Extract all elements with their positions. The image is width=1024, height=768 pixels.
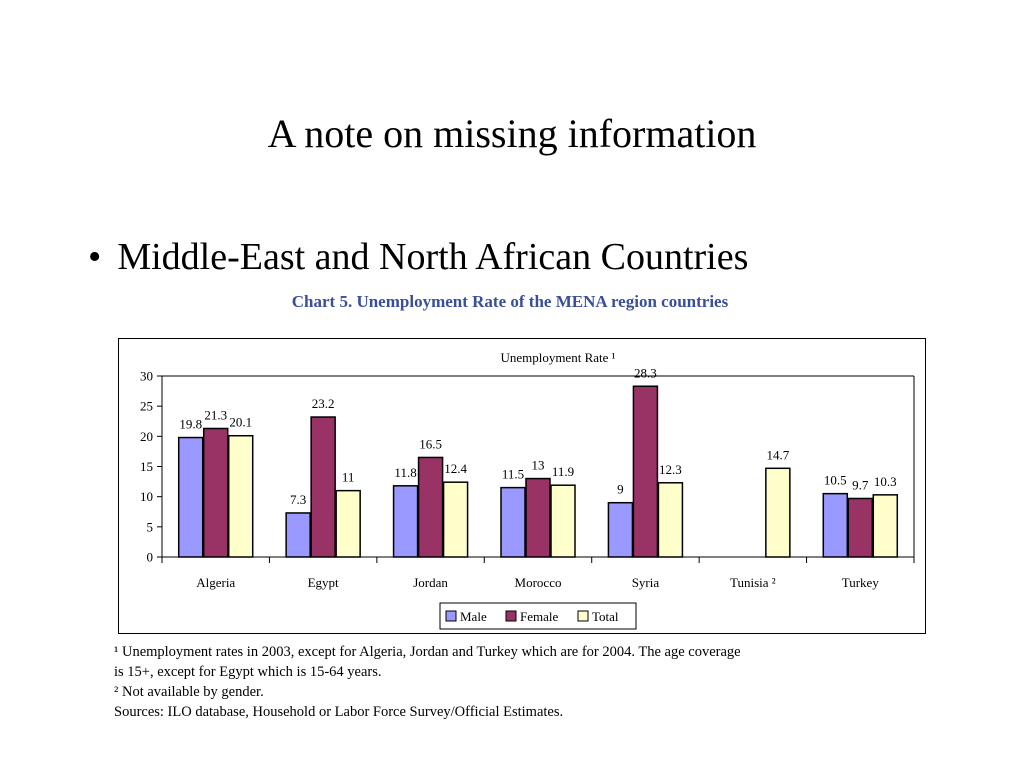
bar [847,497,874,558]
footnote-line: ¹ Unemployment rates in 2003, except for… [114,644,741,660]
bar [657,482,684,558]
data-label: 14.7 [766,447,789,462]
bar [822,492,849,558]
chart-caption: Chart 5. Unemployment Rate of the MENA r… [291,292,729,311]
bar [872,494,899,558]
bar [202,427,229,558]
footnotes: ¹ Unemployment rates in 2003, except for… [114,642,914,722]
data-label: 28.3 [634,365,657,380]
x-tick-label: Turkey [842,575,880,590]
slide-title: A note on missing information [267,111,757,156]
data-label: 12.3 [659,462,682,477]
y-tick-label: 0 [147,550,154,565]
bar [335,489,361,558]
bar [500,486,526,558]
x-tick-label: Morocco [515,575,562,590]
bar [177,436,204,558]
y-tick-label: 10 [140,489,153,504]
legend-label: Male [460,609,487,624]
data-label: 19.8 [179,417,202,432]
bar [525,477,551,558]
data-label: 7.3 [290,492,306,507]
legend-label: Female [520,609,558,624]
bar [392,485,419,558]
legend-swatch [505,610,517,622]
bullet-text: Middle-East and North African Countries [117,236,749,278]
data-label: 10.5 [824,473,847,488]
bar [765,467,791,558]
bar [417,456,444,558]
legend-label: Total [592,609,619,624]
bar [227,434,254,558]
footnote-line: Sources: ILO database, Household or Labo… [114,704,564,720]
bar [550,484,576,558]
data-label: 11.8 [394,465,416,480]
x-tick-label: Algeria [196,575,235,590]
footnote-line: ² Not available by gender. [114,684,264,700]
chart-title: Unemployment Rate ¹ [500,350,615,365]
y-tick-label: 25 [140,399,153,414]
bar [607,501,634,558]
bullet-icon: • [88,236,102,278]
data-label: 20.1 [229,415,252,430]
chart-frame: Unemployment Rate ¹ 0 5 10 15 20 25 30 Algeria 19… [118,338,926,634]
legend-swatch [577,610,589,622]
data-label: 9 [617,482,624,497]
data-label: 10.3 [874,474,897,489]
x-tick-label: Tunisia ² [730,575,776,590]
x-tick-label: Egypt [308,575,339,590]
bullet-item: • Middle-East and North African Countrie… [88,234,748,280]
y-tick-label: 15 [140,459,153,474]
data-label: 11.5 [502,467,524,482]
data-label: 13 [532,458,545,473]
bar [632,385,659,558]
data-label: 12.4 [444,461,467,476]
bar [442,481,469,558]
data-label: 11.9 [552,464,574,479]
y-tick-label: 5 [147,519,154,534]
unemployment-bar-chart: Unemployment Rate ¹ 0 5 10 15 20 25 30 Algeria 19… [118,338,926,634]
bar [310,416,336,558]
data-label: 11 [342,470,355,485]
data-label: 16.5 [419,436,442,451]
y-tick-label: 20 [140,429,153,444]
x-tick-label: Syria [632,575,660,590]
y-tick-label: 30 [140,369,153,384]
footnote-line: is 15+, except for Egypt which is 15-64 … [114,664,382,680]
x-tick-label: Jordan [413,575,448,590]
data-label: 23.2 [312,396,335,411]
legend-box [439,602,637,630]
bar [285,512,311,558]
legend-swatch [445,610,457,622]
data-label: 21.3 [204,407,227,422]
data-label: 9.7 [852,477,869,492]
